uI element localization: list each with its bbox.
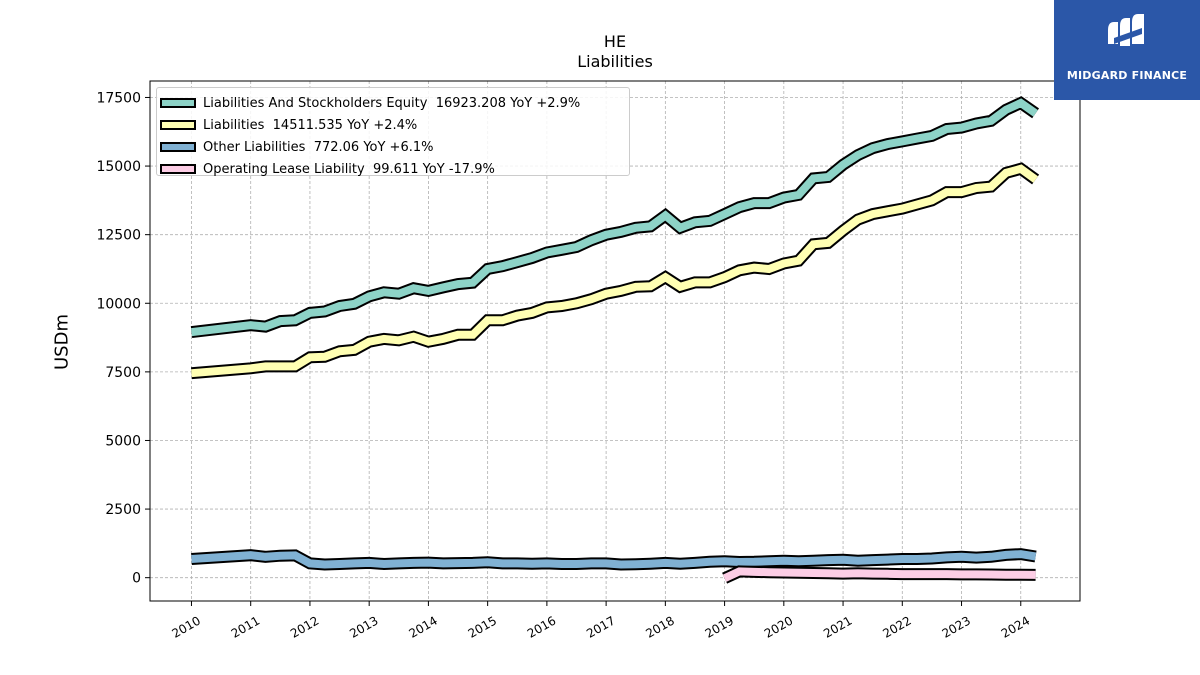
x-tick-label: 2011 [229, 613, 262, 640]
y-tick-label: 10000 [96, 296, 141, 312]
legend-swatch [160, 142, 196, 152]
x-tick-label: 2021 [821, 613, 854, 640]
y-tick-label: 0 [132, 571, 141, 587]
y-tick-label: 15000 [96, 159, 141, 175]
y-tick-label: 2500 [105, 502, 141, 518]
y-axis-label: USDm [51, 314, 73, 370]
series-lines [190, 96, 1040, 584]
x-tick-label: 2015 [466, 613, 499, 640]
x-tick-label: 2022 [880, 613, 913, 640]
x-tick-label: 2023 [940, 613, 973, 640]
y-tick-label: 5000 [105, 433, 141, 449]
x-tick-label: 2024 [999, 613, 1032, 640]
x-tick-label: 2018 [643, 613, 676, 640]
chart-subtitle: Liabilities [577, 52, 653, 71]
legend-item: Liabilities And Stockholders Equity 1692… [157, 92, 629, 114]
y-tick-label: 12500 [96, 228, 141, 244]
chart-legend: Liabilities And Stockholders Equity 1692… [156, 87, 630, 177]
y-tick-label: 17500 [96, 90, 141, 106]
legend-label: Other Liabilities 772.06 YoY +6.1% [203, 139, 434, 155]
x-tick-label: 2020 [762, 613, 795, 640]
x-tick-label: 2012 [288, 613, 321, 640]
plot-frame [149, 80, 1081, 602]
series-line [191, 550, 1037, 569]
x-tick-label: 2010 [170, 613, 203, 640]
x-tick-label: 2017 [584, 613, 617, 640]
series-line [191, 164, 1038, 378]
legend-label: Liabilities 14511.535 YoY +2.4% [203, 117, 418, 133]
series-line-outline [191, 162, 1040, 380]
x-tick-label: 2013 [347, 613, 380, 640]
brand-logo-text: MIDGARD FINANCE [1066, 69, 1188, 82]
legend-swatch [160, 98, 196, 108]
legend-label: Operating Lease Liability 99.611 YoY -17… [203, 161, 495, 177]
midgard-logo-icon [1108, 14, 1144, 46]
chart-title: HE [603, 32, 627, 51]
legend-item: Liabilities 14511.535 YoY +2.4% [157, 114, 629, 136]
x-tick-label: 2019 [703, 613, 736, 640]
brand-logo: MIDGARD FINANCE [1054, 0, 1200, 100]
x-tick-label: 2014 [406, 613, 439, 640]
legend-item: Operating Lease Liability 99.611 YoY -17… [157, 158, 629, 180]
legend-item: Other Liabilities 772.06 YoY +6.1% [157, 136, 629, 158]
y-tick-label: 7500 [105, 365, 141, 381]
x-tick-label: 2016 [525, 613, 558, 640]
legend-swatch [160, 120, 196, 130]
series-line [191, 98, 1038, 337]
legend-label: Liabilities And Stockholders Equity 1692… [203, 95, 581, 111]
legend-swatch [160, 164, 196, 174]
series-line [722, 567, 1036, 582]
